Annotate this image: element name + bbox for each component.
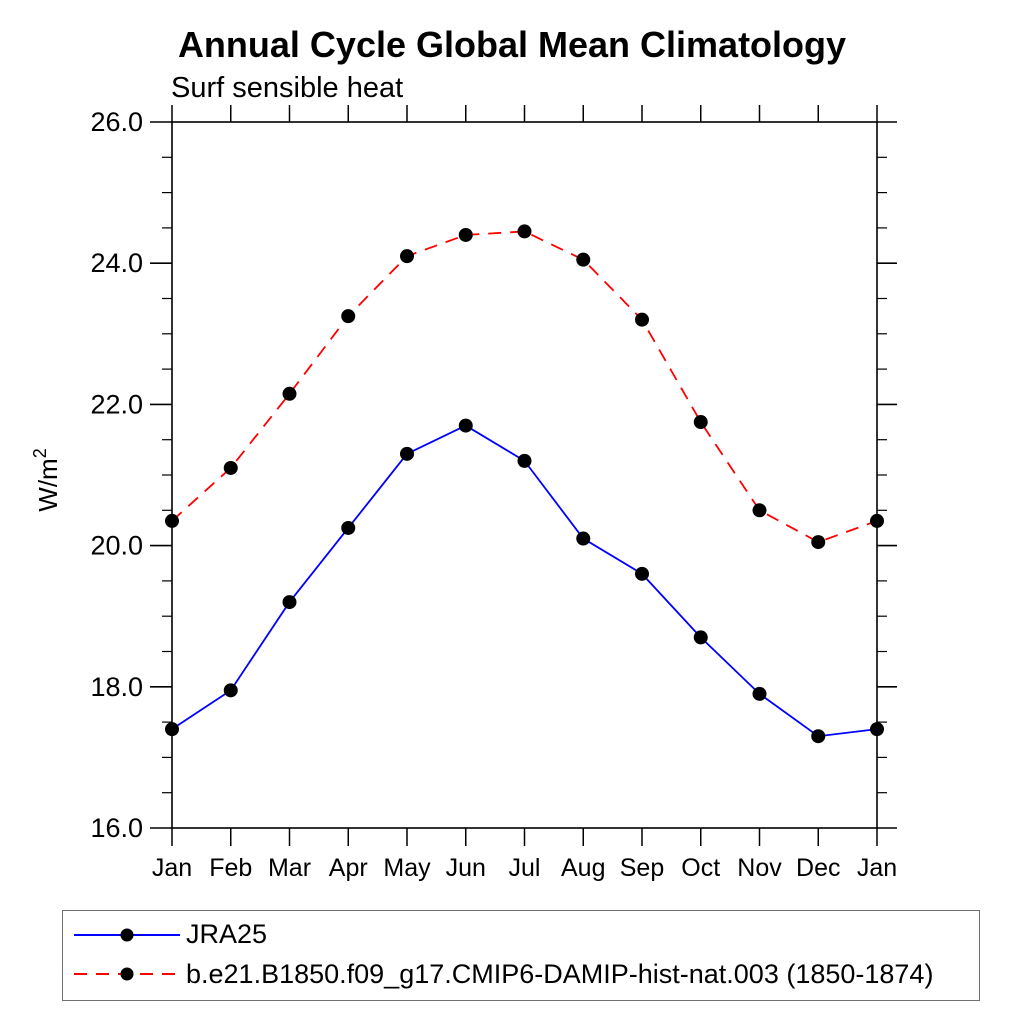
x-tick-label: Nov: [737, 854, 782, 882]
legend-sample-line: [74, 928, 180, 942]
x-tick-label: Apr: [329, 854, 368, 882]
x-tick-label: Jun: [446, 854, 486, 882]
series-marker-cmip6-damip-hist-nat-003: [752, 503, 767, 518]
legend-sample-marker: [120, 928, 134, 942]
series-marker-cmip6-damip-hist-nat-003: [341, 309, 356, 324]
series-marker-jra25: [341, 520, 356, 535]
series-marker-cmip6-damip-hist-nat-003: [870, 513, 884, 528]
legend-sample-line: [74, 967, 180, 981]
series-marker-cmip6-damip-hist-nat-003: [517, 224, 532, 239]
series-marker-jra25: [693, 630, 708, 645]
y-tick-label: 18.0: [90, 672, 143, 702]
series-marker-jra25: [165, 722, 179, 737]
y-tick-label: 22.0: [90, 389, 143, 419]
series-marker-jra25: [458, 418, 473, 433]
legend: JRA25 b.e21.B1850.f09_g17.CMIP6-DAMIP-hi…: [62, 910, 980, 1001]
series-line-jra25: [171, 424, 878, 738]
chart-title: Annual Cycle Global Mean Climatology: [177, 24, 847, 65]
series-marker-jra25: [811, 729, 826, 744]
x-tick-label: Sep: [620, 854, 664, 882]
series-marker-cmip6-damip-hist-nat-003: [693, 415, 708, 430]
x-tick-label: Aug: [561, 854, 605, 882]
series-marker-jra25: [400, 446, 414, 461]
series-marker-cmip6-damip-hist-nat-003: [282, 386, 297, 401]
series-marker-jra25: [282, 595, 297, 610]
x-tick-label: Oct: [681, 854, 720, 882]
series-marker-jra25: [223, 683, 238, 698]
y-tick-label: 20.0: [90, 531, 143, 561]
y-tick-label: 26.0: [90, 107, 143, 137]
x-tick-label: Mar: [268, 854, 311, 882]
legend-sample-marker: [120, 967, 134, 981]
chart-subtitle: Surf sensible heat: [171, 72, 404, 104]
y-tick-label: 16.0: [90, 813, 143, 843]
x-tick-label: Jan: [152, 854, 192, 882]
y-tick-label: 24.0: [90, 248, 143, 278]
series-marker-jra25: [576, 531, 591, 546]
series-marker-jra25: [752, 686, 767, 701]
legend-label: b.e21.B1850.f09_g17.CMIP6-DAMIP-hist-nat…: [186, 958, 934, 989]
x-tick-label: Dec: [796, 854, 840, 882]
legend-row: JRA25: [71, 918, 979, 952]
series-marker-cmip6-damip-hist-nat-003: [635, 312, 649, 327]
x-tick-label: Jul: [509, 854, 541, 882]
x-tick-label: May: [383, 854, 431, 882]
series-marker-jra25: [635, 566, 649, 581]
x-tick-label: Feb: [209, 854, 252, 882]
y-axis-title: W/m2: [30, 448, 63, 511]
x-tick-label: Jan: [857, 854, 897, 882]
series-marker-cmip6-damip-hist-nat-003: [165, 513, 179, 528]
series-marker-cmip6-damip-hist-nat-003: [458, 227, 473, 242]
series-marker-cmip6-damip-hist-nat-003: [400, 249, 414, 264]
series-marker-cmip6-damip-hist-nat-003: [576, 252, 591, 267]
series-marker-jra25: [870, 722, 884, 737]
series-line-cmip6-damip-hist-nat-003: [171, 230, 878, 544]
legend-row: b.e21.B1850.f09_g17.CMIP6-DAMIP-hist-nat…: [71, 957, 979, 991]
series-marker-cmip6-damip-hist-nat-003: [811, 535, 826, 550]
series-marker-cmip6-damip-hist-nat-003: [223, 460, 238, 475]
legend-label: JRA25: [186, 919, 268, 950]
series-marker-jra25: [517, 453, 532, 468]
